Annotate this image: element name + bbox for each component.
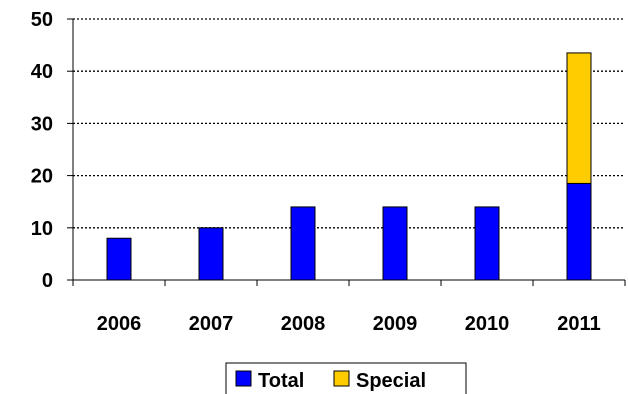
- bar-total-2007: [198, 227, 224, 281]
- legend-swatch-total: [235, 370, 252, 387]
- y-tick-label: 20: [31, 166, 53, 188]
- bar-special-2011: [566, 52, 592, 184]
- bars: [106, 52, 592, 281]
- legend-label-total: Total: [258, 370, 304, 392]
- bar-total-2006: [106, 237, 132, 281]
- bar-total-2011: [566, 182, 592, 281]
- legend-swatch-special: [333, 370, 350, 387]
- x-tick-label: 2010: [465, 313, 510, 335]
- x-tick-labels: 2006 2007 2008 2009 2010 2011: [97, 313, 601, 335]
- x-tick-label: 2007: [189, 313, 234, 335]
- y-tick-label: 40: [31, 61, 53, 83]
- y-tick-label: 30: [31, 113, 53, 135]
- x-tick-label: 2009: [373, 313, 418, 335]
- y-tick-label: 50: [31, 9, 53, 31]
- legend-label-special: Special: [356, 370, 426, 392]
- y-tick-label: 0: [42, 270, 53, 292]
- x-tick-label: 2011: [557, 313, 600, 335]
- y-tick-label: 10: [31, 218, 53, 240]
- y-tick-labels: 0 10 20 30 40 50: [31, 9, 53, 292]
- axes: [72, 19, 625, 281]
- x-tick-label: 2008: [281, 313, 326, 335]
- gridlines: [67, 18, 626, 286]
- bar-total-2010: [474, 206, 500, 281]
- x-tick-label: 2006: [97, 313, 142, 335]
- bar-total-2008: [290, 206, 316, 281]
- legend: Total Special: [225, 362, 467, 394]
- bar-total-2009: [382, 206, 408, 281]
